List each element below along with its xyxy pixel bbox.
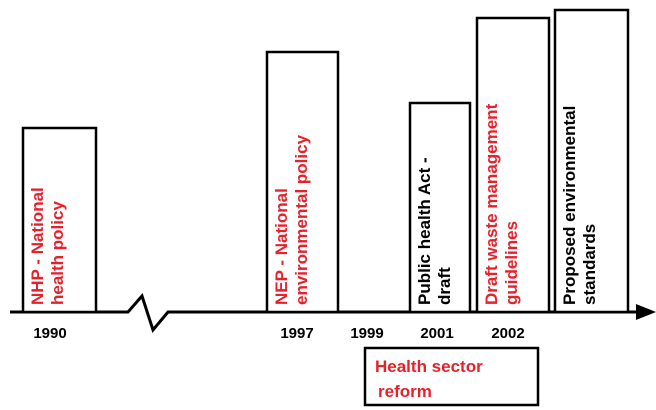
event-label: Proposed environmental	[560, 106, 579, 305]
event-label: environmental policy	[292, 134, 311, 305]
reform-label: reform	[378, 382, 432, 401]
year-label: 1997	[280, 325, 313, 342]
reform-box	[363, 346, 540, 407]
event-label: NHP - National	[28, 187, 47, 305]
event-label: Draft waste management	[482, 103, 501, 305]
event-box	[265, 50, 340, 314]
timeline-arrowhead	[636, 304, 656, 320]
event-label: health policy	[48, 201, 67, 305]
event-label: standards	[580, 224, 599, 305]
year-label: 2001	[420, 325, 453, 342]
event-box	[553, 8, 630, 314]
event-label: Public health Act -	[415, 157, 434, 305]
event-label: NEP - National	[272, 188, 291, 305]
event-box	[475, 16, 551, 314]
reform-label: Health sector	[375, 357, 483, 376]
year-label: 2002	[491, 325, 524, 342]
event-box	[21, 126, 98, 314]
event-label: draft	[435, 267, 454, 305]
event-label: guidelines	[502, 221, 521, 305]
year-label: 1990	[33, 325, 66, 342]
timeline-axis	[10, 293, 640, 334]
event-box	[408, 101, 472, 314]
year-label: 1999	[350, 325, 383, 342]
